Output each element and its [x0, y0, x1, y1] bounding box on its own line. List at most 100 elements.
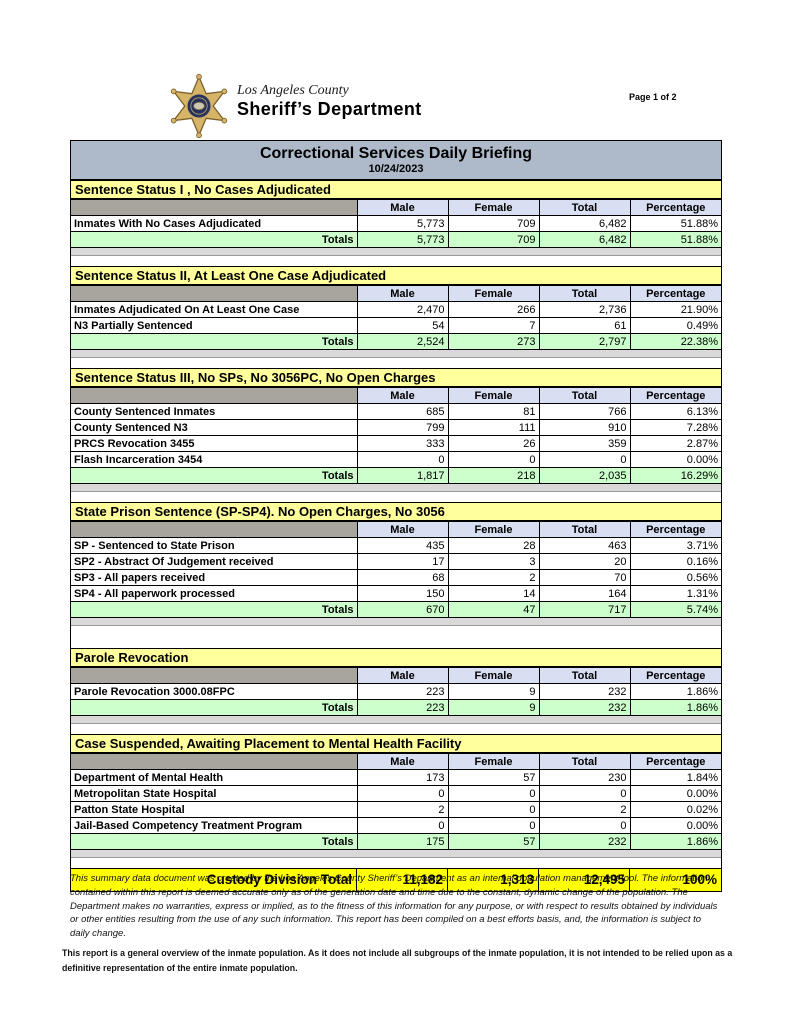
cell-male: 54	[356, 317, 449, 334]
header-blank-cell	[71, 667, 358, 684]
cell-male: 0	[356, 817, 449, 834]
totals-male: 670	[356, 601, 449, 618]
cell-male: 685	[356, 403, 449, 420]
cell-female: 0	[447, 801, 540, 818]
grand-total-total: 12,495	[539, 869, 630, 891]
header-blank-cell	[71, 521, 358, 538]
cell-male: 435	[356, 537, 449, 554]
cell-female: 26	[447, 435, 540, 452]
cell-total: 0	[538, 451, 631, 468]
column-header-total: Total	[538, 199, 631, 216]
cell-percentage: 2.87%	[629, 435, 721, 452]
table-row: Metropolitan State Hospital 0 0 0 0.00%	[71, 785, 721, 802]
report-body: Correctional Services Daily Briefing 10/…	[70, 140, 722, 892]
totals-label: Totals	[71, 467, 358, 484]
grand-total-male: 11,182	[357, 869, 448, 891]
report-title: Correctional Services Daily Briefing	[259, 145, 533, 162]
section-title: Case Suspended, Awaiting Placement to Me…	[71, 734, 721, 753]
cell-total: 359	[538, 435, 631, 452]
cell-percentage: 1.31%	[629, 585, 721, 602]
totals-male: 223	[356, 699, 449, 716]
column-header-row: Male Female Total Percentage	[71, 199, 721, 216]
totals-row: Totals 2,524 273 2,797 22.38%	[71, 333, 721, 350]
cell-male: 799	[356, 419, 449, 436]
column-header-row: Male Female Total Percentage	[71, 667, 721, 684]
cell-total: 766	[538, 403, 631, 420]
totals-female: 273	[447, 333, 540, 350]
cell-percentage: 21.90%	[629, 301, 721, 318]
totals-female: 218	[447, 467, 540, 484]
cell-total: 0	[538, 785, 631, 802]
table-row: SP4 - All paperwork processed 150 14 164 1.3…	[71, 585, 721, 602]
row-label: SP3 - All papers received	[71, 569, 358, 586]
report-section: State Prison Sentence (SP-SP4). No Open …	[71, 502, 721, 618]
cell-total: 70	[538, 569, 631, 586]
report-date: 10/24/2023	[368, 163, 424, 175]
cell-percentage: 0.49%	[629, 317, 721, 334]
logo-text: Los Angeles County Sheriff’s Department	[237, 83, 422, 120]
column-header-row: Male Female Total Percentage	[71, 753, 721, 770]
section-spacer	[71, 248, 721, 256]
report-title-bar: Correctional Services Daily Briefing 10/…	[71, 141, 721, 180]
section-spacer	[71, 618, 721, 626]
column-header-total: Total	[538, 521, 631, 538]
row-label: Flash Incarceration 3454	[71, 451, 358, 468]
totals-male: 1,817	[356, 467, 449, 484]
cell-male: 5,773	[356, 215, 449, 232]
cell-female: 3	[447, 553, 540, 570]
cell-percentage: 1.86%	[629, 683, 721, 700]
totals-percentage: 22.38%	[629, 333, 721, 350]
column-header-percentage: Percentage	[629, 753, 721, 770]
header-blank-cell	[71, 199, 358, 216]
column-header-male: Male	[356, 521, 449, 538]
totals-total: 717	[538, 601, 631, 618]
totals-female: 9	[447, 699, 540, 716]
cell-female: 14	[447, 585, 540, 602]
page-number: Page 1 of 2	[629, 92, 677, 102]
report-section: Case Suspended, Awaiting Placement to Me…	[71, 734, 721, 850]
cell-percentage: 51.88%	[629, 215, 721, 232]
cell-female: 7	[447, 317, 540, 334]
section-table: Male Female Total Percentage Department of M…	[71, 753, 721, 850]
cell-total: 20	[538, 553, 631, 570]
cell-percentage: 3.71%	[629, 537, 721, 554]
table-row: PRCS Revocation 3455 333 26 359 2.87%	[71, 435, 721, 452]
column-header-female: Female	[447, 387, 540, 404]
cell-total: 910	[538, 419, 631, 436]
logo-county-text: Los Angeles County	[237, 83, 349, 98]
column-header-percentage: Percentage	[629, 199, 721, 216]
column-header-total: Total	[538, 387, 631, 404]
totals-total: 232	[538, 699, 631, 716]
sections-container: Sentence Status I , No Cases Adjudicated…	[71, 180, 721, 891]
section-title: Sentence Status III, No SPs, No 3056PC, …	[71, 368, 721, 387]
totals-label: Totals	[71, 833, 358, 850]
column-header-female: Female	[447, 753, 540, 770]
totals-total: 6,482	[538, 231, 631, 248]
column-header-total: Total	[538, 753, 631, 770]
totals-percentage: 1.86%	[629, 699, 721, 716]
cell-female: 111	[447, 419, 540, 436]
table-row: SP2 - Abstract Of Judgement received 17 3 2…	[71, 553, 721, 570]
grand-total-label: Custody Division Total	[71, 869, 357, 891]
cell-male: 173	[356, 769, 449, 786]
cell-female: 0	[447, 785, 540, 802]
header-blank-cell	[71, 387, 358, 404]
table-row: SP - Sentenced to State Prison 435 28 463 3.…	[71, 537, 721, 554]
section-spacer	[71, 850, 721, 858]
section-table: Male Female Total Percentage County Sentence…	[71, 387, 721, 484]
lasd-logo: Los Angeles County Sheriff’s Department	[168, 72, 422, 140]
totals-label: Totals	[71, 231, 358, 248]
cell-total: 2	[538, 801, 631, 818]
table-row: Inmates Adjudicated On At Least One Case…	[71, 301, 721, 318]
column-header-male: Male	[356, 667, 449, 684]
section-title: Sentence Status II, At Least One Case Ad…	[71, 266, 721, 285]
logo-department-text: Sheriff’s Department	[237, 99, 422, 119]
row-label: County Sentenced Inmates	[71, 403, 358, 420]
table-row: SP3 - All papers received 68 2 70 0.56%	[71, 569, 721, 586]
totals-female: 47	[447, 601, 540, 618]
cell-female: 266	[447, 301, 540, 318]
footer-disclaimer: This summary data document was created b…	[70, 873, 718, 940]
cell-female: 0	[447, 451, 540, 468]
row-label: N3 Partially Sentenced	[71, 317, 358, 334]
column-header-total: Total	[538, 667, 631, 684]
